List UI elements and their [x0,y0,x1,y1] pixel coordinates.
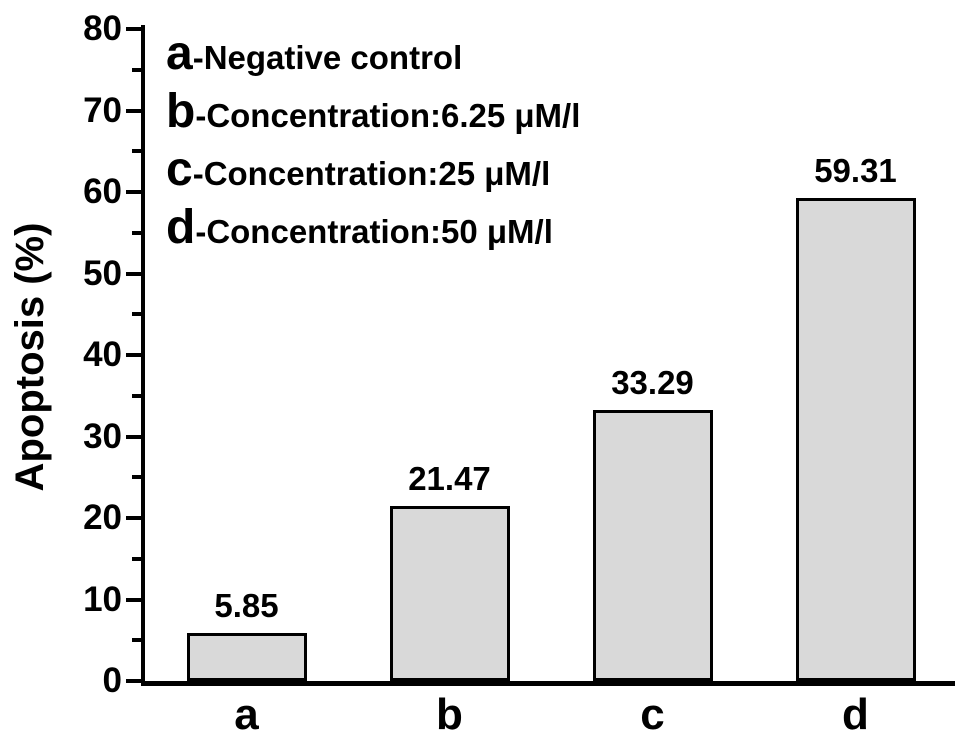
bar-d [795,197,916,681]
legend-text: -Concentration:25 μM/l [192,155,551,192]
bar-c [592,409,713,681]
bar-value-label: 59.31 [814,151,897,189]
x-category-label: d [842,690,869,739]
legend-line: c -Concentration:25 μM/l [166,146,550,204]
y-tick-label: 20 [83,498,122,537]
x-axis-line [141,681,955,686]
y-tick-label: 10 [83,579,122,619]
bar-value-label: 21.47 [408,460,491,498]
y-minor-tick [132,475,141,480]
y-major-tick [126,516,141,520]
bar-value-label: 5.85 [214,587,279,625]
bar-value-label: 33.29 [611,363,694,401]
x-category-label: a [234,690,259,739]
y-major-tick [126,27,141,31]
legend-key: d [166,201,196,254]
y-major-tick [126,434,141,439]
legend-line: b -Concentration:6.25 μM/l [166,88,580,146]
y-minor-tick [132,149,141,154]
legend-text: -Concentration:50 μM/l [195,213,553,250]
y-tick-label: 40 [83,335,122,374]
y-tick-label: 0 [102,661,122,700]
y-tick-label: 80 [83,9,122,48]
legend-text: -Concentration:6.25 μM/l [195,97,581,134]
legend-line: a -Negative control [166,30,462,88]
x-category-label: c [640,690,665,739]
y-minor-tick [132,312,141,317]
y-minor-tick [132,393,141,398]
y-major-tick [126,190,141,194]
y-minor-tick [132,556,141,561]
legend-key: c [166,143,193,196]
legend-key: a [166,27,193,80]
y-minor-tick [132,638,141,643]
y-major-tick [126,353,141,357]
y-tick-label: 30 [83,416,122,456]
y-major-tick [126,271,141,276]
bar-a [186,633,307,681]
y-axis-line [141,25,145,686]
y-minor-tick [132,230,141,235]
legend-key: b [166,85,196,138]
y-minor-tick [132,67,141,72]
y-major-tick [126,108,141,113]
y-tick-label: 60 [83,172,122,211]
y-tick-label: 50 [83,253,122,293]
legend-line: d -Concentration:50 μM/l [166,204,553,262]
bar-b [389,506,510,681]
x-category-label: b [436,690,463,739]
y-major-tick [126,679,141,683]
y-tick-label: 70 [83,90,122,130]
legend-text: -Negative control [192,39,463,76]
y-major-tick [126,597,141,602]
